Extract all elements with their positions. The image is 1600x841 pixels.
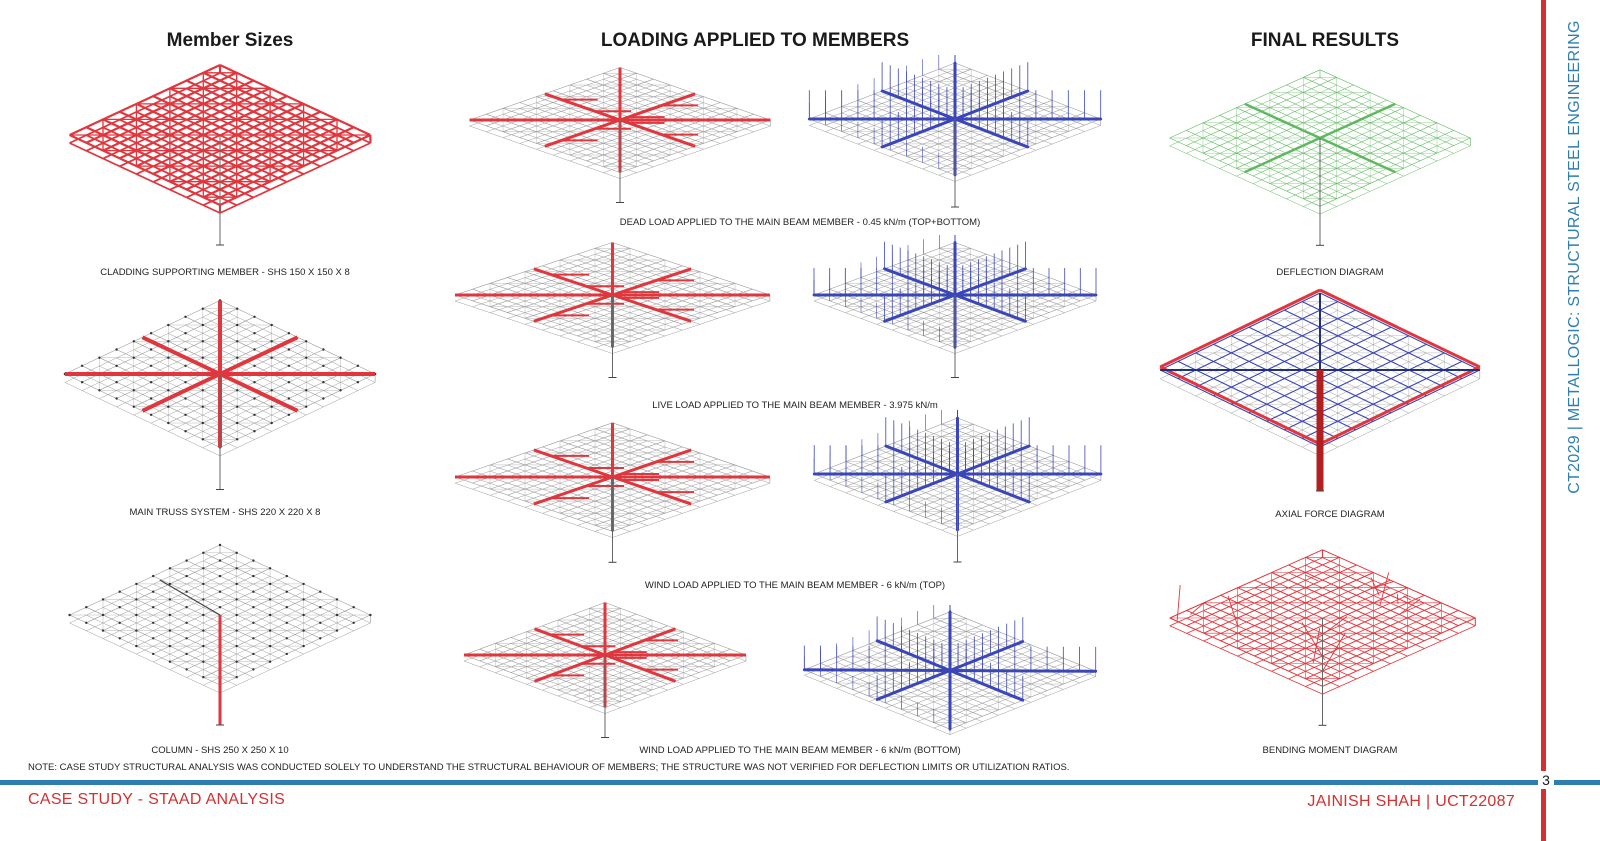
dead-load-beams-diagram [460, 60, 780, 210]
axial-force-caption: AXIAL FORCE DIAGRAM [1210, 509, 1450, 520]
column-diagram [60, 535, 380, 735]
axial-force-diagram [1150, 282, 1490, 502]
column-caption: COLUMN - SHS 250 X 250 X 10 [60, 745, 380, 756]
wind-bottom-caption: WIND LOAD APPLIED TO THE MAIN BEAM MEMBE… [550, 745, 1050, 756]
bending-moment-diagram [1160, 540, 1485, 735]
side-accent-line [1541, 0, 1546, 841]
analysis-note: NOTE: CASE STUDY STRUCTURAL ANALYSIS WAS… [28, 762, 1069, 773]
course-title: CT2029 | METALLOGIC: STRUCTURAL STEEL EN… [1566, 20, 1584, 493]
wind-bottom-forces-diagram [795, 605, 1105, 740]
main-truss-diagram [55, 290, 385, 500]
wind-top-beams-diagram [445, 415, 780, 570]
wind-top-forces-diagram [805, 410, 1110, 570]
live-load-forces-diagram [805, 235, 1105, 385]
deflection-diagram [1160, 60, 1480, 255]
footer-divider [0, 780, 1600, 785]
wind-bottom-beams-diagram [455, 595, 755, 745]
deflection-caption: DEFLECTION DIAGRAM [1210, 267, 1450, 278]
main-truss-caption: MAIN TRUSS SYSTEM - SHS 220 X 220 X 8 [60, 507, 390, 518]
footer-case-study: CASE STUDY - STAAD ANALYSIS [28, 791, 285, 809]
footer-author: JAINISH SHAH | UCT22087 [1240, 793, 1515, 811]
dead-load-caption: DEAD LOAD APPLIED TO THE MAIN BEAM MEMBE… [550, 217, 1050, 228]
cladding-member-caption: CLADDING SUPPORTING MEMBER - SHS 150 X 1… [60, 267, 390, 278]
wind-top-caption: WIND LOAD APPLIED TO THE MAIN BEAM MEMBE… [550, 580, 1040, 591]
live-load-beams-diagram [445, 235, 780, 385]
page-number: 3 [1538, 771, 1554, 789]
dead-load-forces-diagram [800, 55, 1110, 215]
member-sizes-heading: Member Sizes [110, 30, 350, 52]
loading-heading: LOADING APPLIED TO MEMBERS [560, 30, 950, 52]
bending-moment-caption: BENDING MOMENT DIAGRAM [1210, 745, 1450, 756]
course-title-vertical: CT2029 | METALLOGIC: STRUCTURAL STEEL EN… [1553, 22, 1597, 492]
final-results-heading: FINAL RESULTS [1210, 30, 1440, 52]
cladding-member-diagram [60, 55, 380, 255]
